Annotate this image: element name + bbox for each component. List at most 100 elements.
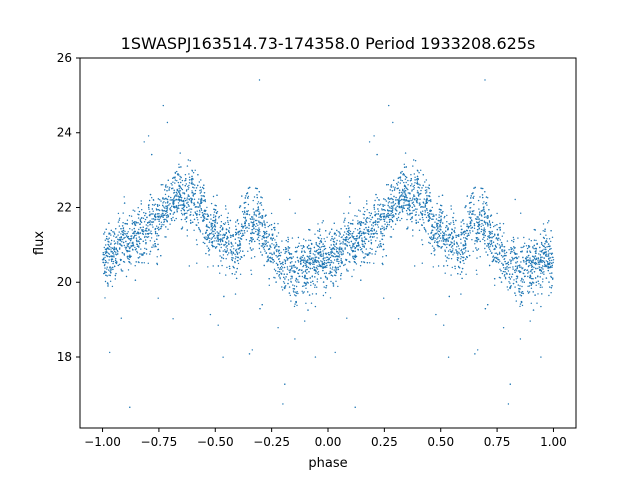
data-point (477, 225, 479, 227)
data-point (329, 264, 331, 267)
data-point (322, 254, 324, 256)
data-point (239, 246, 241, 249)
data-point (545, 277, 548, 279)
data-point (227, 237, 229, 239)
data-point (413, 198, 416, 200)
data-point (391, 205, 393, 207)
data-point (161, 209, 164, 212)
data-point (122, 270, 124, 272)
data-point (199, 203, 201, 205)
data-point (547, 254, 550, 256)
data-point (189, 208, 191, 210)
data-point (451, 245, 454, 247)
data-point (344, 217, 346, 219)
data-point (545, 264, 547, 266)
data-point (176, 195, 178, 197)
data-point (509, 278, 511, 280)
data-point (438, 195, 440, 198)
data-point (358, 245, 360, 247)
data-point (518, 256, 520, 258)
data-point (470, 216, 472, 219)
data-point (207, 234, 209, 236)
data-point (388, 201, 391, 203)
data-point (416, 180, 419, 182)
data-point (478, 222, 480, 224)
data-point (450, 232, 453, 234)
data-point (452, 254, 454, 256)
data-point (500, 281, 503, 283)
data-point (543, 261, 546, 264)
data-point (526, 247, 529, 250)
data-point (443, 234, 445, 237)
data-point (166, 206, 169, 208)
data-point (515, 280, 517, 283)
data-point (251, 225, 254, 227)
data-point (529, 275, 532, 277)
data-point (488, 248, 491, 250)
data-point (139, 242, 141, 245)
data-point (140, 248, 142, 250)
data-point (203, 195, 205, 197)
data-point (533, 266, 535, 269)
data-point (302, 254, 304, 257)
data-point (219, 272, 221, 274)
data-point (335, 269, 337, 271)
data-point (422, 184, 424, 187)
data-point (346, 236, 348, 239)
data-point (431, 206, 433, 209)
data-point (312, 261, 314, 263)
data-point (309, 259, 311, 261)
data-point (424, 228, 426, 230)
data-point (440, 204, 442, 206)
data-point (499, 268, 501, 270)
data-point (296, 281, 298, 283)
data-point (148, 204, 150, 206)
data-point (320, 246, 323, 248)
data-point (305, 260, 307, 263)
data-point (265, 243, 267, 245)
data-point (276, 245, 278, 247)
data-point (460, 249, 462, 252)
data-point (193, 198, 196, 200)
data-point (106, 282, 109, 284)
data-point (353, 243, 355, 245)
data-point (323, 263, 325, 266)
data-point (257, 224, 259, 226)
data-point (415, 197, 418, 199)
data-point (503, 267, 505, 269)
data-point (496, 224, 498, 226)
data-point (265, 241, 267, 243)
data-point (220, 234, 222, 236)
data-point (196, 210, 198, 212)
data-point (109, 270, 111, 272)
data-point (305, 277, 307, 280)
data-point (222, 237, 224, 239)
data-point (278, 254, 280, 257)
data-point (312, 263, 314, 265)
data-point (306, 268, 308, 271)
data-point (529, 276, 531, 279)
data-point (351, 275, 353, 278)
data-point (366, 217, 368, 219)
data-point (252, 248, 254, 250)
data-point (448, 223, 450, 225)
data-point (221, 228, 223, 231)
data-point (508, 249, 510, 251)
data-point (407, 226, 409, 228)
data-point (211, 224, 213, 226)
data-point (406, 228, 408, 230)
data-point (206, 245, 208, 247)
data-point (188, 209, 190, 211)
data-point (104, 267, 106, 269)
data-point (110, 234, 112, 236)
data-point (169, 203, 171, 205)
data-point (439, 211, 441, 213)
data-point (354, 254, 356, 256)
data-point (480, 187, 482, 189)
data-point (412, 235, 414, 237)
data-point (228, 242, 230, 244)
data-point (126, 232, 128, 235)
data-point (142, 229, 144, 231)
data-point (211, 222, 214, 225)
